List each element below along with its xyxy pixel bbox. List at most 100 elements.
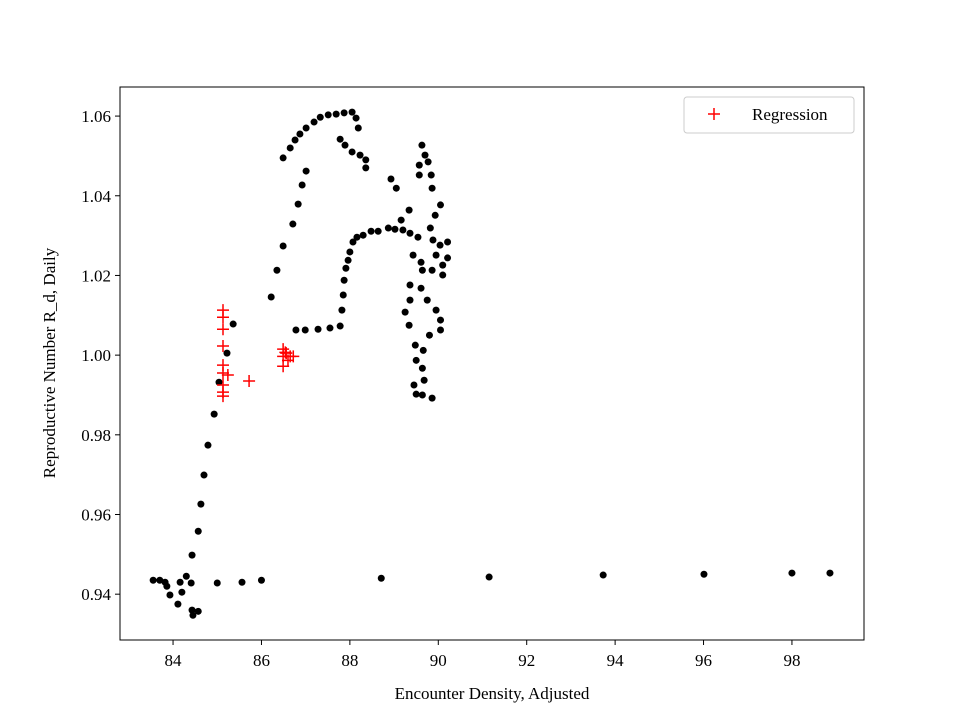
x-tick-label: 86 (253, 651, 270, 670)
point (428, 394, 436, 402)
x-tick-label: 96 (695, 651, 712, 670)
point (374, 227, 382, 235)
point (377, 574, 385, 582)
point (324, 111, 332, 119)
point (409, 251, 417, 259)
point (213, 579, 221, 587)
point (599, 571, 607, 579)
legend-label: Regression (752, 105, 828, 124)
point (238, 578, 246, 586)
point (257, 576, 265, 584)
point (188, 606, 196, 614)
point (277, 360, 290, 373)
x-tick-label: 90 (430, 651, 447, 670)
point (406, 229, 414, 237)
point (418, 266, 426, 274)
point (339, 291, 347, 299)
point (406, 296, 414, 304)
point (291, 136, 299, 144)
point (302, 124, 310, 132)
y-tick-label: 1.04 (81, 187, 111, 206)
point (412, 390, 420, 398)
point (414, 233, 422, 241)
point (176, 578, 184, 586)
point (194, 527, 202, 535)
point (417, 284, 425, 292)
point (700, 570, 708, 578)
point (279, 154, 287, 162)
point (302, 167, 310, 175)
point (359, 231, 367, 239)
point (182, 572, 190, 580)
point (485, 573, 493, 581)
point (340, 276, 348, 284)
point (194, 607, 202, 615)
point (189, 611, 197, 619)
point (221, 369, 234, 382)
y-tick-label: 0.96 (81, 505, 111, 524)
point (348, 148, 356, 156)
y-tick-label: 1.06 (81, 107, 111, 126)
point (426, 224, 434, 232)
point (420, 376, 428, 384)
point (156, 576, 164, 584)
x-axis-label: Encounter Density, Adjusted (395, 684, 590, 703)
point (421, 151, 429, 159)
point (826, 569, 834, 577)
point (279, 242, 287, 250)
point (296, 130, 304, 138)
point (432, 251, 440, 259)
point (197, 500, 205, 508)
point (412, 356, 420, 364)
point (399, 226, 407, 234)
point (188, 551, 196, 559)
point (273, 266, 281, 274)
point (166, 591, 174, 599)
point (174, 600, 182, 608)
point (444, 254, 452, 262)
point (340, 109, 348, 117)
point (423, 296, 431, 304)
point (439, 271, 447, 279)
point (428, 266, 436, 274)
point (223, 349, 231, 357)
point (384, 224, 392, 232)
point (200, 471, 208, 479)
plot-frame (119, 86, 865, 641)
point (411, 341, 419, 349)
point (336, 322, 344, 330)
point (332, 110, 340, 118)
point (419, 346, 427, 354)
point (424, 158, 432, 166)
point (436, 326, 444, 334)
point (342, 264, 350, 272)
point (397, 216, 405, 224)
legend-marker (708, 108, 720, 120)
point (279, 346, 292, 359)
point (418, 391, 426, 399)
x-tick-label: 88 (341, 651, 358, 670)
x-tick-label: 92 (518, 651, 535, 670)
point (401, 308, 409, 316)
point (215, 378, 223, 386)
point (431, 211, 439, 219)
point (217, 390, 230, 403)
point (349, 238, 357, 246)
point (429, 236, 437, 244)
point (301, 326, 309, 334)
point (348, 108, 356, 116)
point (292, 326, 300, 334)
point (436, 316, 444, 324)
point (432, 306, 440, 314)
point (356, 151, 364, 159)
point (387, 175, 395, 183)
point (353, 233, 361, 241)
point (444, 238, 452, 246)
point (229, 320, 237, 328)
y-tick-label: 0.98 (81, 426, 111, 445)
point (326, 324, 334, 332)
point (286, 144, 294, 152)
point (425, 331, 433, 339)
point (204, 441, 212, 449)
point (289, 220, 297, 228)
